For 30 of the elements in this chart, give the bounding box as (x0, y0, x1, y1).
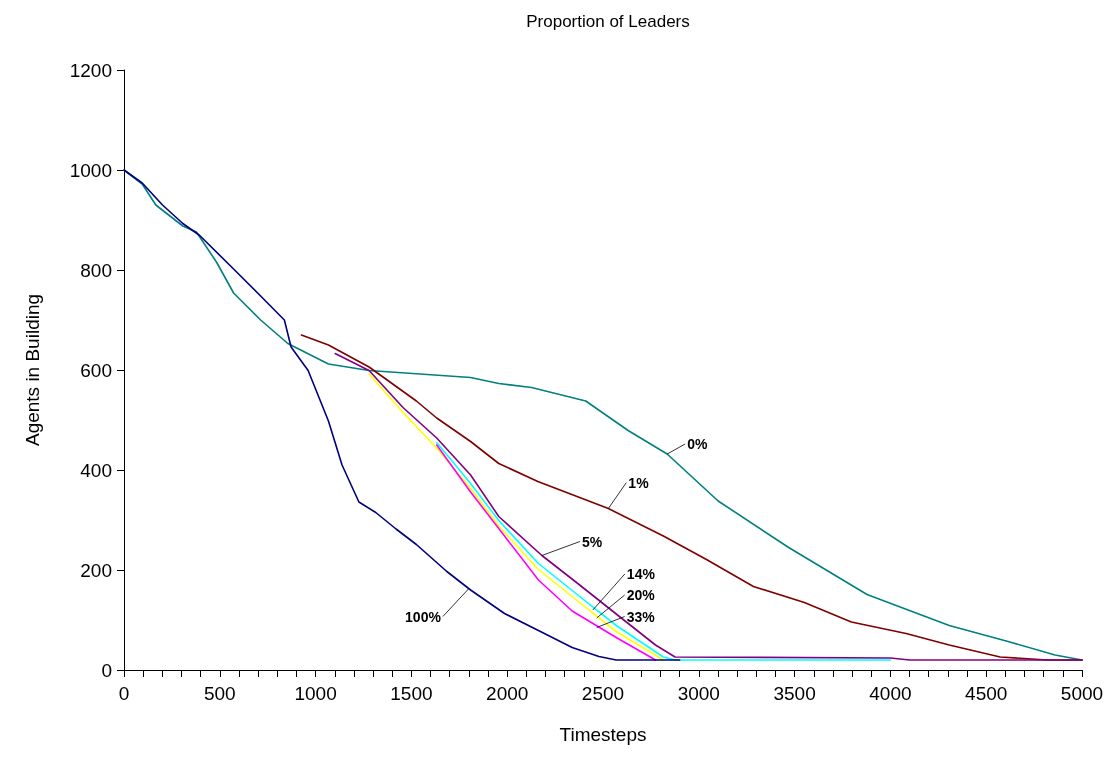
x-tick-label: 5000 (1060, 683, 1104, 704)
line-series (123, 169, 681, 661)
y-tick-label: 400 (80, 459, 112, 481)
annotation: 1% (628, 474, 650, 491)
annotation: 100% (405, 608, 442, 625)
x-tick-label: 2000 (486, 683, 529, 704)
y-axis-title: Agents in Building (22, 293, 43, 447)
x-axis-title: Timesteps (559, 724, 647, 745)
x-tick-label: 0 (118, 683, 130, 704)
x-tick-label: 4500 (965, 683, 1008, 704)
x-tick-label: 500 (203, 683, 236, 704)
x-tick-label: 3500 (773, 683, 816, 704)
y-tick-label: 1000 (69, 159, 112, 181)
x-tick-label: 3000 (677, 683, 720, 704)
annotation: 20% (626, 587, 656, 603)
y-tick-label: 800 (80, 259, 112, 281)
chart-title: Proportion of Leaders (526, 12, 690, 31)
y-tick-label: 0 (101, 659, 112, 681)
x-tick-label: 1500 (390, 683, 433, 704)
y-tick-label: 200 (80, 559, 112, 581)
y-tick-label: 1200 (69, 59, 112, 81)
annotation: 5% (581, 533, 603, 550)
line-series (368, 373, 665, 661)
x-tick-label: 1000 (294, 683, 337, 704)
x-tick-label: 4000 (869, 683, 912, 704)
y-tick-label: 600 (80, 359, 112, 381)
annotation: 33% (626, 608, 656, 625)
annotation: 14% (626, 566, 656, 582)
annotation: 0% (687, 436, 708, 452)
x-tick-label: 2500 (581, 683, 625, 704)
